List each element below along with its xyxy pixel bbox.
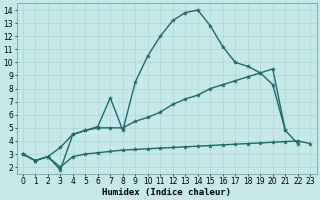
X-axis label: Humidex (Indice chaleur): Humidex (Indice chaleur) bbox=[102, 188, 231, 197]
